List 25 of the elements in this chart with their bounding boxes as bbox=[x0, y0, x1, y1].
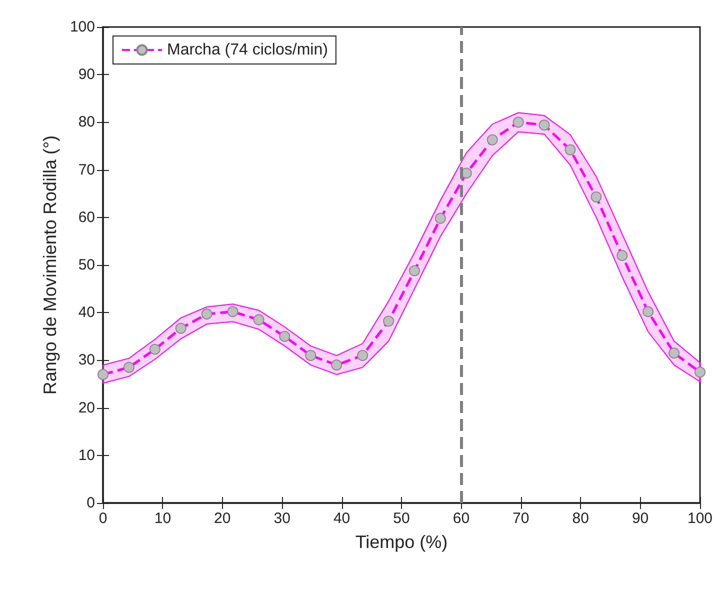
y-tick-label: 80 bbox=[78, 114, 95, 131]
y-tick-label: 90 bbox=[78, 66, 95, 84]
x-tick-label: 90 bbox=[632, 510, 649, 527]
x-tick-label: 70 bbox=[512, 510, 530, 527]
y-tick-label: 50 bbox=[78, 256, 95, 274]
x-tick-label: 20 bbox=[214, 510, 231, 527]
y-tick-label: 20 bbox=[78, 399, 95, 416]
y-tick-label: 100 bbox=[70, 18, 95, 36]
y-tick-label: 30 bbox=[78, 352, 95, 369]
legend-label: Marcha (74 ciclos/min) bbox=[167, 42, 328, 58]
x-tick-label: 100 bbox=[687, 510, 713, 527]
x-tick-label: 0 bbox=[98, 510, 108, 527]
y-axis-title: Rango de Movimiento Rodilla (°) bbox=[40, 135, 60, 395]
y-tick-label: 60 bbox=[78, 208, 95, 226]
y-tick-label: 10 bbox=[78, 446, 95, 464]
x-tick-label: 80 bbox=[572, 510, 589, 527]
x-tick-label: 50 bbox=[393, 510, 410, 527]
x-axis-title: Tiempo (%) bbox=[355, 532, 448, 552]
x-tick-label: 30 bbox=[274, 510, 290, 527]
x-tick-label: 40 bbox=[333, 510, 350, 527]
y-tick-label: 40 bbox=[78, 304, 95, 322]
x-tick-label: 10 bbox=[154, 510, 172, 527]
y-tick-label: 70 bbox=[78, 161, 95, 178]
y-tick-label: 0 bbox=[86, 494, 95, 512]
x-tick-label: 60 bbox=[452, 510, 470, 527]
